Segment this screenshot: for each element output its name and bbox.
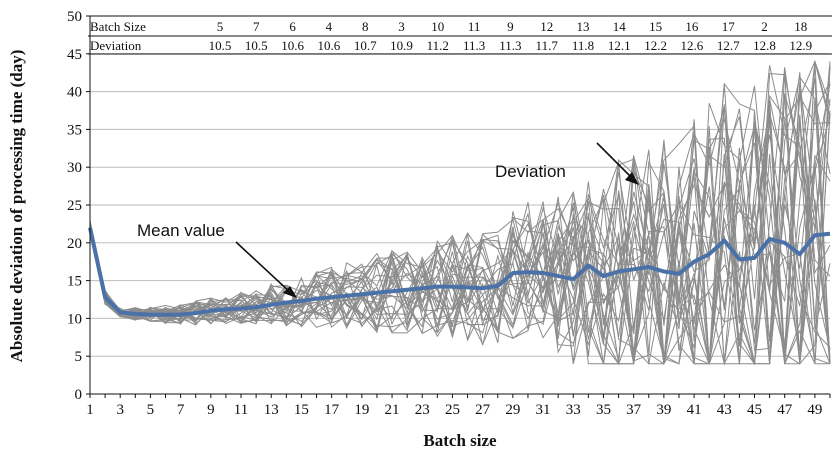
table-deviation-cell: 12.8 — [753, 38, 776, 53]
mean-series — [88, 227, 831, 317]
x-tick-label: 3 — [116, 402, 124, 418]
y-tick-label: 30 — [67, 160, 82, 176]
y-tick-label: 5 — [75, 349, 83, 365]
x-tick-label: 27 — [475, 402, 491, 418]
y-tick-label: 0 — [75, 387, 83, 403]
x-tick-label: 17 — [324, 402, 340, 418]
x-tick-label: 39 — [656, 402, 671, 418]
table-deviation-cell: 11.7 — [536, 38, 559, 53]
table-batch-size-cell: 14 — [613, 19, 627, 34]
x-tick-label: 1 — [86, 402, 94, 418]
table-deviation-cell: 12.6 — [681, 38, 704, 53]
table-deviation-cell: 11.2 — [427, 38, 449, 53]
y-tick-label: 40 — [67, 85, 82, 101]
batch-deviation-table: Batch Size Deviation 5 7 6 4 8 3 10 11 9 12 13 14 15… — [88, 15, 832, 55]
table-batch-size-cell: 16 — [685, 19, 699, 34]
table-batch-size-cell: 9 — [507, 19, 514, 34]
y-axis-title: Absolute deviation of processing time (d… — [7, 50, 26, 363]
deviation-line — [89, 72, 831, 364]
table-batch-size-cell: 8 — [362, 19, 369, 34]
table-deviation-cell: 10.5 — [245, 38, 268, 53]
table-deviation-cell: 12.9 — [789, 38, 812, 53]
y-tick-label: 45 — [67, 47, 82, 63]
table-deviation-cell: 10.5 — [209, 38, 232, 53]
table-batch-size-cell: 5 — [217, 19, 224, 34]
deviation-line — [89, 60, 831, 364]
y-tick-label: 20 — [67, 236, 82, 252]
x-tick-label: 29 — [505, 402, 520, 418]
table-batch-size-cell: 3 — [398, 19, 405, 34]
table-batch-size-cell: 11 — [468, 19, 481, 34]
table-deviation-cell: 10.6 — [281, 38, 304, 53]
table-deviation-cell: 12.7 — [717, 38, 740, 53]
x-tick-label: 25 — [445, 402, 460, 418]
table-batch-size-cell: 17 — [722, 19, 736, 34]
y-tick-label: 50 — [67, 9, 82, 25]
x-tick-label: 37 — [626, 402, 642, 418]
annotation-mean-arrowhead — [283, 286, 297, 298]
table-batch-size-cell: 15 — [649, 19, 662, 34]
table-deviation-cell: 10.7 — [354, 38, 377, 53]
table-batch-size-cell: 2 — [761, 19, 768, 34]
annotation-deviation-arrowhead — [625, 172, 639, 185]
table-deviation-cell: 10.9 — [390, 38, 413, 53]
table-deviation-cell: 12.2 — [644, 38, 667, 53]
x-tick-label: 43 — [717, 402, 732, 418]
x-tick-label: 11 — [234, 402, 248, 418]
table-deviation-cell: 12.1 — [608, 38, 631, 53]
x-tick-label: 5 — [147, 402, 155, 418]
deviation-line — [89, 72, 831, 364]
axes — [86, 15, 831, 398]
deviation-lines — [89, 60, 831, 366]
deviation-line — [89, 94, 831, 365]
deviation-line — [89, 102, 831, 366]
table-batch-size-cell: 7 — [253, 19, 260, 34]
mean-value-line — [88, 227, 831, 317]
x-tick-label: 15 — [294, 402, 309, 418]
table-header-batch-size: Batch Size — [90, 19, 146, 34]
table-batch-size-cell: 4 — [326, 19, 333, 34]
table-batch-size-cell: 10 — [431, 19, 444, 34]
x-axis-title: Batch size — [423, 431, 497, 450]
y-tick-labels: 0 5 10 15 20 25 30 35 40 45 50 — [67, 9, 82, 403]
table-deviation-cell: 11.3 — [463, 38, 485, 53]
x-tick-labels: 1 3 5 7 9 11 13 15 17 19 21 23 25 27 29 31 33 35 37 39 41 43 4… — [86, 402, 822, 418]
x-tick-label: 23 — [415, 402, 430, 418]
y-tick-label: 15 — [67, 274, 82, 290]
table-batch-size-cell: 13 — [577, 19, 590, 34]
table-batch-size-cell: 6 — [289, 19, 296, 34]
annotation-deviation: Deviation — [495, 162, 566, 181]
x-tick-label: 33 — [566, 402, 581, 418]
y-tick-label: 25 — [67, 198, 82, 214]
x-tick-label: 49 — [807, 402, 822, 418]
x-tick-label: 9 — [207, 402, 215, 418]
x-tick-label: 7 — [177, 402, 185, 418]
x-tick-label: 31 — [536, 402, 551, 418]
table-batch-size-cell: 12 — [540, 19, 553, 34]
x-tick-label: 13 — [264, 402, 279, 418]
x-tick-label: 21 — [385, 402, 400, 418]
table-header-deviation: Deviation — [90, 38, 142, 53]
table-deviation-cell: 10.6 — [318, 38, 341, 53]
table-batch-size-cell: 18 — [794, 19, 807, 34]
y-tick-label: 10 — [67, 311, 82, 327]
x-tick-label: 47 — [777, 402, 793, 418]
annotation-deviation-arrow — [596, 142, 635, 181]
table-deviation-cell: 11.8 — [572, 38, 594, 53]
x-tick-label: 19 — [354, 402, 369, 418]
deviation-line — [89, 94, 831, 365]
table-deviation-cell: 11.3 — [499, 38, 521, 53]
x-tick-label: 35 — [596, 402, 611, 418]
y-tick-label: 35 — [67, 122, 82, 138]
annotation-mean-arrow — [235, 241, 293, 295]
annotation-mean-value: Mean value — [137, 221, 225, 240]
x-tick-label: 45 — [747, 402, 762, 418]
x-tick-label: 41 — [687, 402, 702, 418]
